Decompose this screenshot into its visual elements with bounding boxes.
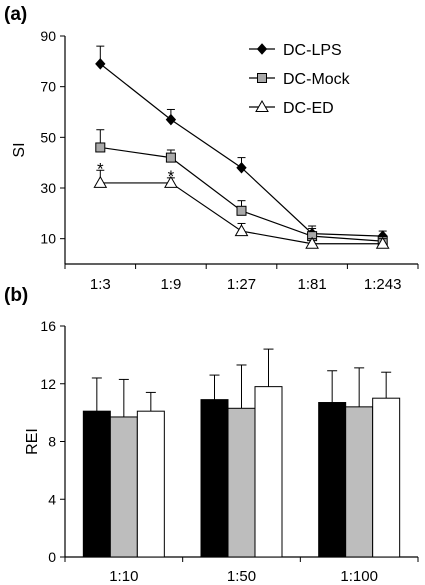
data-point bbox=[165, 152, 176, 163]
bar bbox=[136, 410, 165, 558]
bar bbox=[345, 406, 374, 558]
bar bbox=[82, 410, 111, 558]
significance-marker: * bbox=[97, 159, 104, 178]
y-tick-label: 10 bbox=[40, 231, 56, 247]
legend: DC-LPS DC-Mock DC-ED bbox=[249, 42, 351, 117]
y-tick-label: 16 bbox=[40, 318, 56, 334]
y-tick-label: 12 bbox=[40, 376, 56, 392]
bar bbox=[318, 402, 347, 558]
bar-chart-rei: 0 4 8 12 16 1:10 1:50 1:100 REI bbox=[24, 318, 419, 585]
y-axis-label: REI bbox=[24, 428, 41, 455]
x-tick-label: 1:27 bbox=[227, 276, 256, 293]
data-point bbox=[95, 58, 106, 70]
data-point bbox=[165, 113, 177, 126]
data-point bbox=[93, 175, 108, 188]
y-tick-label: 0 bbox=[48, 549, 56, 565]
data-point bbox=[236, 205, 247, 216]
legend-marker bbox=[255, 99, 269, 112]
x-tick-label: 1:10 bbox=[109, 568, 138, 585]
series-dc-ed bbox=[93, 169, 390, 249]
panel-a-label: (a) bbox=[4, 4, 27, 25]
legend-marker bbox=[256, 43, 268, 55]
y-axis-label: SI bbox=[11, 142, 28, 157]
data-point bbox=[375, 236, 390, 249]
bar bbox=[227, 407, 256, 558]
y-tick-label: 70 bbox=[40, 79, 56, 95]
y-tick-label: 30 bbox=[40, 180, 56, 196]
legend-label: DC-ED bbox=[283, 100, 334, 117]
x-tick-label: 1:50 bbox=[227, 568, 256, 585]
bar bbox=[372, 397, 401, 558]
data-point bbox=[305, 236, 319, 249]
bar bbox=[109, 416, 138, 558]
y-tick-label: 90 bbox=[40, 28, 56, 44]
x-tick-label: 1:3 bbox=[90, 276, 111, 293]
significance-marker: * bbox=[168, 167, 175, 186]
panel-b-label: (b) bbox=[4, 285, 28, 306]
y-tick-label: 4 bbox=[48, 491, 56, 507]
data-point bbox=[95, 142, 106, 153]
data-point bbox=[236, 161, 247, 174]
legend-label: DC-LPS bbox=[283, 42, 342, 59]
x-tick-label: 1:9 bbox=[160, 276, 181, 293]
data-point bbox=[234, 224, 249, 237]
legend-marker bbox=[257, 73, 267, 83]
x-tick-label: 1:243 bbox=[364, 276, 402, 293]
y-tick-label: 50 bbox=[40, 129, 56, 145]
data-point bbox=[164, 175, 178, 188]
x-tick-label: 1:81 bbox=[297, 276, 326, 293]
y-tick-label: 8 bbox=[48, 434, 56, 450]
bar bbox=[200, 399, 229, 558]
legend-label: DC-Mock bbox=[283, 71, 351, 88]
bar bbox=[254, 386, 283, 558]
x-tick-label: 1:100 bbox=[340, 568, 378, 585]
